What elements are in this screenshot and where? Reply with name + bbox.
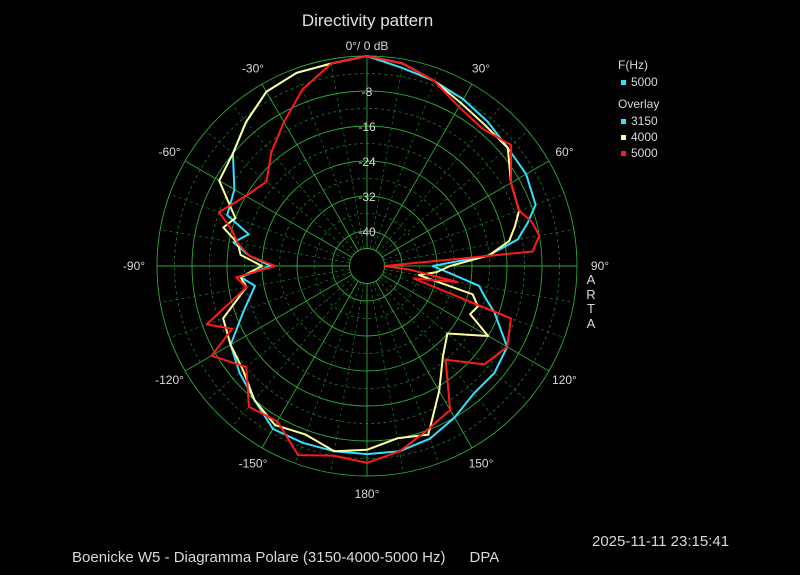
radial-tick-label: -24	[358, 155, 376, 169]
grid-spoke	[375, 83, 473, 252]
grid-spoke	[169, 271, 351, 339]
legend-label-4000: 4000	[631, 130, 658, 144]
grid-spoke	[377, 279, 503, 428]
angle-label: 60°	[555, 145, 573, 159]
radial-tick-label: -8	[362, 85, 373, 99]
grid-spoke	[375, 280, 473, 449]
legend-entry-5000: 5000	[618, 145, 659, 161]
grid-spoke	[330, 59, 365, 249]
legend: F(Hz) 5000 Overlay 3150 4000 5000	[618, 58, 659, 161]
series-layer	[205, 55, 541, 464]
grid-spoke	[377, 104, 503, 253]
grid-spoke	[160, 229, 350, 264]
legend-reference: 5000	[618, 74, 659, 90]
grid-spoke	[169, 193, 351, 261]
polar-grid	[156, 55, 578, 477]
center-disc	[349, 248, 385, 284]
legend-label-3150: 3150	[631, 114, 658, 128]
legend-reference-label: 5000	[631, 75, 658, 89]
angle-label: 30°	[472, 62, 490, 76]
arta-letter: A	[586, 315, 596, 331]
legend-label-5000: 5000	[631, 146, 658, 160]
grid-spoke	[383, 193, 565, 261]
grid-spoke	[380, 130, 529, 256]
angle-label: 120°	[552, 373, 577, 387]
angle-label: -60°	[158, 145, 180, 159]
angle-label: 180°	[355, 487, 380, 501]
grid-spoke	[369, 59, 404, 249]
series-line-5000	[205, 55, 541, 464]
grid-spoke	[294, 68, 362, 250]
chart-title: Directivity pattern	[301, 11, 434, 30]
radial-tick-label: -40	[358, 225, 376, 239]
grid-spoke	[205, 276, 354, 402]
grid-spoke	[372, 282, 440, 464]
radial-tick-label: -16	[358, 120, 376, 134]
arta-letter: A	[586, 272, 596, 287]
grid-spoke	[205, 130, 354, 256]
legend-entry-4000: 4000	[618, 129, 659, 145]
legend-swatch-4000	[621, 134, 626, 140]
grid-spoke	[383, 271, 565, 339]
timestamp: 2025-11-11 23:15:41	[592, 533, 730, 550]
footer: Boenicke W5 - Diagramma Polare (3150-400…	[72, 549, 499, 566]
grid-spoke	[261, 280, 359, 449]
grid-spoke	[261, 83, 359, 252]
arta-letter: T	[587, 301, 595, 316]
legend-header: F(Hz)	[618, 58, 648, 72]
angle-label: -90°	[123, 259, 145, 273]
radial-tick-label: -32	[358, 190, 376, 204]
legend-swatch-5000	[621, 150, 626, 156]
grid-spoke	[231, 279, 357, 428]
angle-label: -30°	[242, 62, 264, 76]
grid-spoke	[294, 282, 362, 464]
angle-label: -150°	[239, 456, 268, 470]
grid-spoke	[184, 160, 353, 258]
angle-label: 150°	[469, 456, 494, 470]
polar-labels: 0°/ 0 dB -8 -16 -24 -32 -40 -30° 30° -60° 60° -90°…	[123, 39, 609, 501]
grid-spoke	[369, 283, 404, 473]
grid-spoke	[381, 274, 550, 372]
footer-tag: DPA	[469, 549, 500, 566]
grid-spoke	[380, 276, 529, 402]
legend-swatch-3150	[621, 118, 626, 124]
legend-overlay-header: Overlay	[618, 97, 660, 111]
arta-letter: R	[586, 286, 596, 302]
legend-reference-swatch	[621, 79, 626, 85]
grid-spoke	[231, 104, 357, 253]
grid-spoke	[372, 68, 440, 250]
angle-label: 90°	[591, 259, 609, 273]
footer-description: Boenicke W5 - Diagramma Polare (3150-400…	[72, 549, 446, 566]
grid-spoke	[381, 160, 550, 258]
zero-db-label: 0°/ 0 dB	[346, 39, 389, 53]
legend-entry-3150: 3150	[618, 113, 659, 129]
grid-spoke	[330, 283, 365, 473]
angle-label: -120°	[155, 373, 184, 387]
grid-spoke	[384, 229, 574, 264]
